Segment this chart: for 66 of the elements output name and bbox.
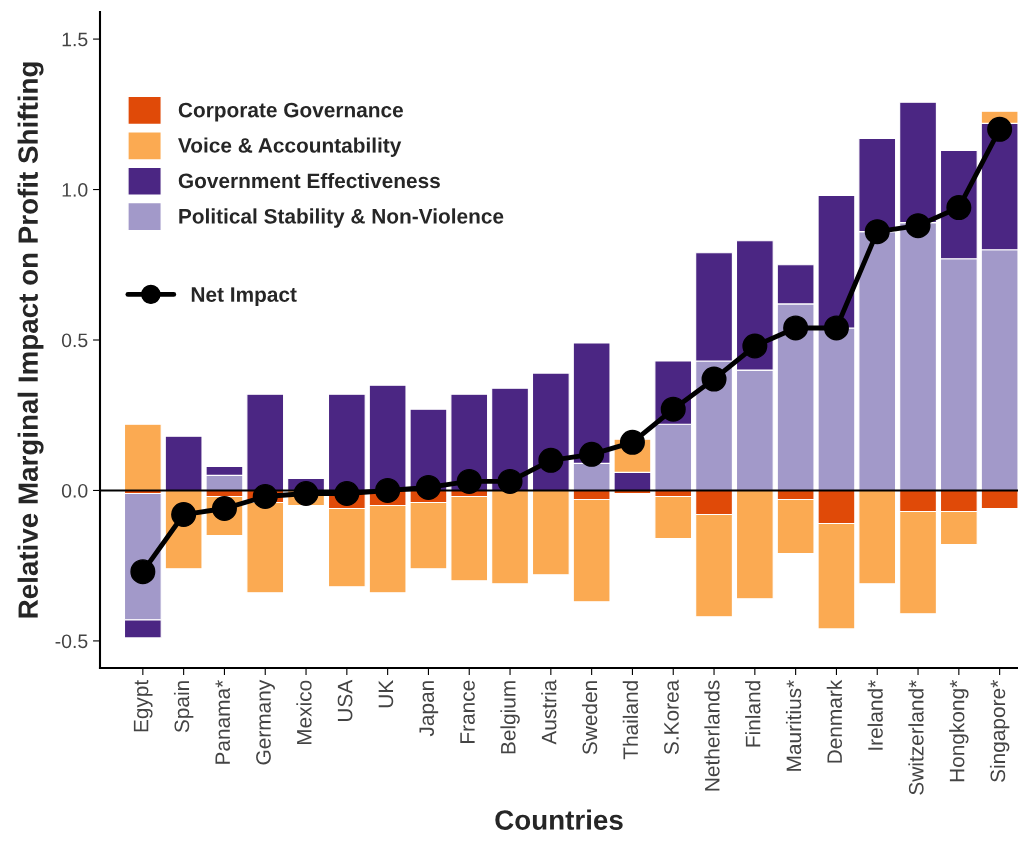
point <box>579 441 605 467</box>
x-tick-label: Hongkong* <box>949 680 969 782</box>
bar <box>123 423 162 492</box>
bar <box>246 393 285 492</box>
bar <box>491 489 529 585</box>
bar <box>327 393 366 492</box>
point <box>864 219 890 245</box>
y-tick-label: 0.0 <box>61 483 88 498</box>
legend-label: Government Effectiveness <box>178 172 440 189</box>
x-axis-title: Countries <box>495 809 623 830</box>
x-tick-label: Spain <box>173 681 194 733</box>
y-tick-label: 1.5 <box>62 32 88 47</box>
point <box>660 396 686 422</box>
y-tick-label: 1.0 <box>62 183 88 197</box>
point <box>619 429 645 455</box>
x-tick-label: Panama* <box>215 680 231 764</box>
x-tick-label: Mexico <box>296 680 312 745</box>
x-tick-label: Belgium <box>500 681 520 754</box>
x-tick-label: Switzerland* <box>908 680 924 795</box>
x-tick-label: Sweden <box>581 681 598 755</box>
x-tick-label: Netherlands <box>704 680 720 791</box>
x-tick-label: USA <box>337 679 353 722</box>
point <box>987 116 1013 142</box>
point <box>946 195 972 221</box>
bar <box>735 489 774 600</box>
x-tick-label: Mauritius* <box>785 680 802 771</box>
x-tick-label: Singapore* <box>989 680 1010 782</box>
y-tick-label: 0.5 <box>61 333 88 348</box>
x-tick-label: Japan <box>419 681 439 737</box>
bar <box>450 495 489 582</box>
point <box>538 447 564 473</box>
x-tick-label: Thailand <box>622 681 639 760</box>
bar <box>164 435 203 492</box>
bar <box>654 495 693 540</box>
bar <box>531 489 570 576</box>
point <box>252 483 278 509</box>
y-axis-title: Relative Marginal Impact on Profit Shifting <box>17 62 44 618</box>
point <box>701 366 727 392</box>
x-tick-label: UK <box>378 680 394 708</box>
point <box>171 502 197 528</box>
legend-label: Voice & Accountability <box>178 137 402 157</box>
point <box>415 474 441 500</box>
x-tick-label: S.Korea <box>664 679 679 755</box>
x-tick-label: Denmark <box>826 679 843 763</box>
x-tick-label: Ireland* <box>867 680 883 750</box>
point <box>456 468 482 494</box>
point <box>375 477 401 503</box>
point <box>293 480 319 506</box>
y-tick-label: -0.5 <box>55 634 88 649</box>
point <box>905 213 931 239</box>
point <box>334 480 360 506</box>
legend-label: Corporate Governance <box>178 102 403 122</box>
x-tick-label: Germany <box>256 679 275 765</box>
x-tick-label: Egypt <box>133 679 153 732</box>
point <box>497 468 523 494</box>
x-tick-label: Finland <box>745 681 761 747</box>
legend-label: Net Impact <box>191 287 297 307</box>
legend-label: Political Stability & Non-Violence <box>179 208 504 228</box>
x-tick-label: Austria <box>541 679 557 745</box>
point <box>130 559 156 585</box>
bar <box>368 384 407 492</box>
point <box>742 333 768 359</box>
point <box>783 315 809 341</box>
x-tick-label: France <box>460 680 475 743</box>
point <box>823 315 849 341</box>
bar <box>858 489 897 585</box>
